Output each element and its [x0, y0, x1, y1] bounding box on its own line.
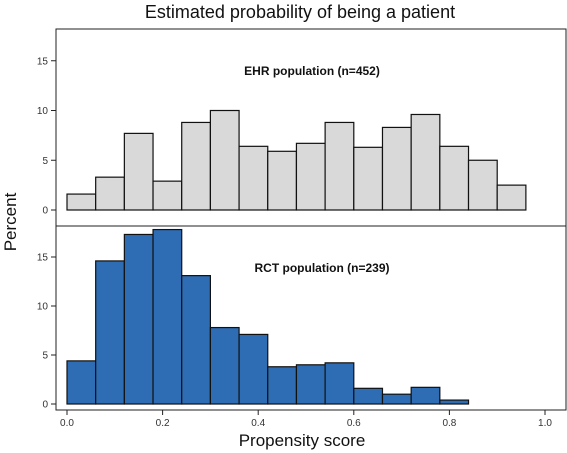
ehr-histogram-bar	[496, 184, 527, 211]
rct-histogram-bar	[324, 362, 355, 405]
ehr-histogram-bar	[410, 113, 441, 211]
rct-histogram-bar	[209, 326, 240, 405]
chart-title: Estimated probability of being a patient	[145, 2, 455, 22]
ehr-histogram-bar	[353, 146, 384, 211]
rct-histogram-bar	[181, 275, 212, 405]
ehr-histogram-bar	[66, 193, 97, 211]
rct-histogram-bar	[381, 393, 412, 405]
ehr-histogram-bar	[152, 180, 183, 211]
y-axis-label: Percent	[1, 192, 20, 251]
rct-histogram-bar	[439, 399, 470, 405]
y-tick-label: 10	[37, 106, 49, 117]
ehr-histogram-bar	[381, 126, 412, 211]
ehr-histogram-bar	[123, 132, 154, 211]
y-tick-label: 0	[42, 400, 48, 411]
rct-histogram-bar	[123, 233, 154, 405]
y-tick-label: 10	[37, 302, 49, 313]
ehr-histogram-bar	[467, 159, 498, 211]
rct-histogram-bar	[353, 387, 384, 405]
ehr-histogram-bar	[267, 150, 298, 211]
rct-histogram-bar	[152, 228, 183, 405]
rct-histogram-bar	[238, 333, 269, 405]
x-axis: 0.0 0.2 0.4 0.6 0.8 1.0	[60, 410, 552, 429]
x-tick-label: 0.8	[442, 418, 456, 429]
rct-histogram-bar	[267, 366, 298, 405]
x-tick-label: 0.4	[251, 418, 265, 429]
x-tick-label: 1.0	[538, 418, 552, 429]
y-tick-label: 15	[37, 56, 49, 67]
ehr-panel-label: EHR population (n=452)	[244, 64, 380, 78]
rct-histogram-bar	[410, 386, 441, 405]
x-tick-label: 0.2	[156, 418, 170, 429]
rct-histogram-bar	[295, 364, 326, 405]
ehr-histogram-bar	[324, 121, 355, 211]
rct-histogram-bar	[66, 360, 97, 405]
ehr-histogram-bar	[209, 109, 240, 211]
ehr-histogram-bar	[439, 145, 470, 211]
y-tick-label: 5	[42, 351, 48, 362]
rct-histogram-panel: RCT population (n=239) 0 5 10 15	[37, 225, 567, 411]
x-tick-label: 0.6	[347, 418, 361, 429]
rct-panel-frame	[55, 225, 567, 411]
x-tick-label: 0.0	[60, 418, 74, 429]
ehr-histogram-panel: EHR population (n=452) 0 5 10 15	[37, 28, 567, 227]
ehr-histogram-bar	[295, 142, 326, 211]
rct-histogram-bar	[95, 260, 125, 405]
y-tick-label: 5	[42, 156, 48, 167]
rct-panel-label: RCT population (n=239)	[255, 261, 390, 275]
ehr-histogram-bar	[181, 121, 212, 211]
ehr-histogram-bar	[238, 145, 269, 211]
x-axis-label: Propensity score	[239, 431, 366, 450]
y-tick-label: 15	[37, 253, 49, 264]
ehr-histogram-bar	[95, 176, 125, 211]
y-tick-label: 0	[42, 206, 48, 217]
